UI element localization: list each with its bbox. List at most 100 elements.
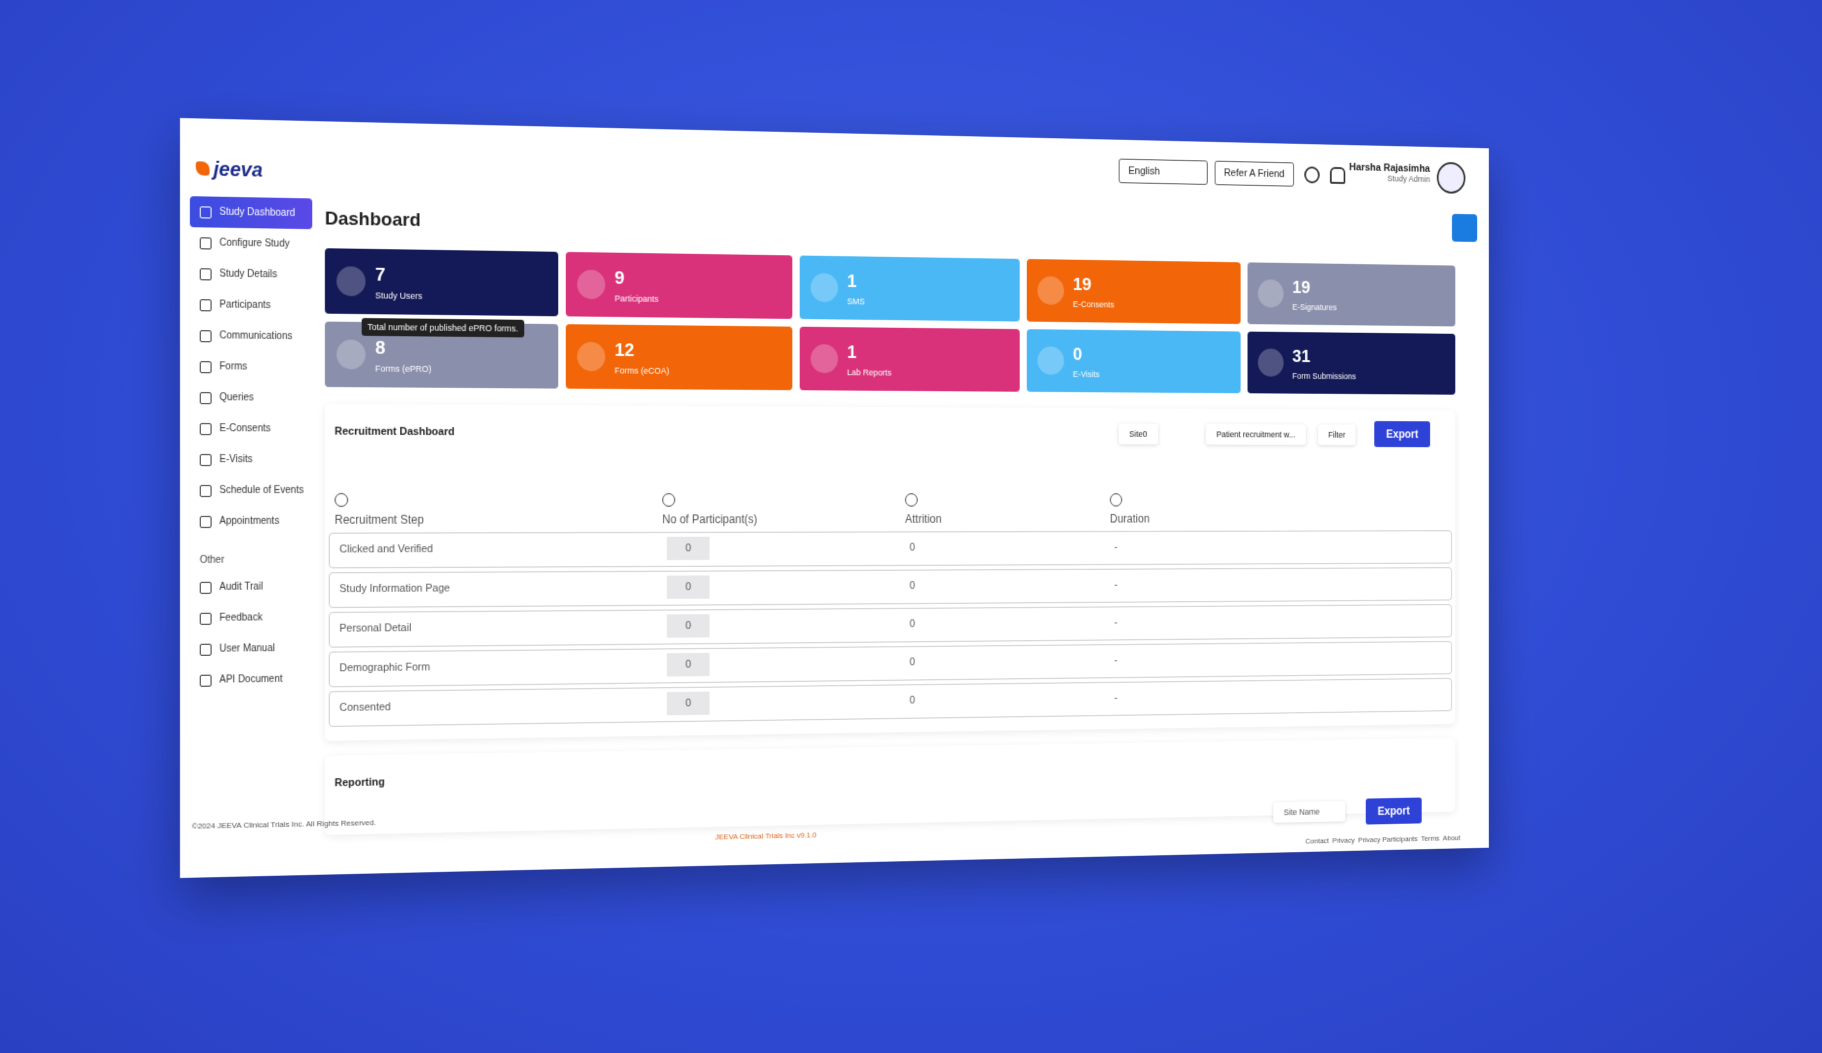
nav-item[interactable]: Appointments	[190, 506, 312, 537]
card-value: 1	[847, 272, 857, 293]
footer-link[interactable]: Privacy	[1332, 836, 1354, 845]
card-value: 19	[1292, 278, 1310, 299]
table-cell: -	[1114, 579, 1117, 590]
footer-link[interactable]: Terms	[1421, 834, 1439, 843]
table-cell: Personal Detail	[339, 622, 411, 634]
column-header: Recruitment Step	[335, 493, 424, 527]
table-row: Clicked and Verified 0 0 -	[329, 530, 1452, 568]
table-cell: 0	[910, 542, 916, 553]
card-label: Forms (eCOA)	[615, 366, 670, 376]
table-cell: -	[1114, 541, 1117, 552]
nav-item[interactable]: Audit Trail	[190, 571, 312, 603]
table-cell: 0	[667, 692, 710, 716]
footer-links: Contact Privacy Privacy Participants Terms A…	[1305, 834, 1463, 846]
nav-item[interactable]: User Manual	[190, 633, 312, 665]
card-icon	[1258, 279, 1284, 307]
nav-item[interactable]: API Document	[190, 664, 312, 696]
card-icon	[811, 273, 838, 302]
user-info[interactable]: Harsha Rajasimha Study Admin	[1349, 162, 1430, 184]
panel-title: Reporting	[335, 776, 385, 789]
stat-card[interactable]: 12 Forms (eCOA)	[566, 324, 793, 390]
nav-item[interactable]: E-Consents	[190, 413, 312, 444]
table-cell: -	[1114, 692, 1117, 703]
version: JEEVA Clinical Trials Inc v9.1.0	[715, 831, 817, 842]
table-cell: 0	[667, 614, 710, 638]
card-icon	[577, 342, 605, 371]
table-cell: 0	[667, 575, 710, 598]
table-cell: Demographic Form	[339, 661, 430, 674]
table-cell: 0	[667, 653, 710, 677]
card-icon	[811, 344, 838, 373]
card-label: SMS	[847, 297, 865, 307]
card-icon	[337, 266, 366, 296]
export-button[interactable]: Export	[1366, 797, 1422, 824]
card-icon	[1037, 346, 1064, 375]
card-icon	[577, 270, 605, 300]
card-value: 1	[847, 343, 857, 364]
nav-item[interactable]: Forms	[190, 351, 312, 383]
filter-select[interactable]: Patient recruitment w...	[1206, 424, 1306, 445]
card-value: 12	[615, 340, 635, 362]
nav-item[interactable]: Study Dashboard	[190, 196, 312, 229]
card-label: Form Submissions	[1292, 371, 1356, 381]
brand-logo: jeeva	[196, 158, 263, 182]
filter-select[interactable]: Site0	[1119, 424, 1158, 445]
card-value: 31	[1292, 347, 1310, 368]
stat-card[interactable]: 0 E-Visits	[1027, 329, 1241, 393]
nav-item[interactable]: E-Visits	[190, 444, 312, 475]
table-row: Personal Detail 0 0-	[329, 604, 1452, 648]
table-cell: Study Information Page	[339, 583, 450, 595]
card-label: Lab Reports	[847, 368, 891, 378]
export-button[interactable]: Export	[1374, 421, 1430, 447]
footer-link[interactable]: Contact	[1305, 837, 1329, 846]
search-button[interactable]	[1452, 214, 1477, 242]
stat-card[interactable]: 19 E-Consents	[1027, 259, 1241, 324]
card-label: Forms (ePRO)	[375, 364, 431, 374]
language-select[interactable]: English	[1119, 159, 1208, 185]
footer-link[interactable]: Privacy Participants	[1358, 835, 1418, 845]
table-cell: 0	[667, 537, 710, 560]
panel-title: Recruitment Dashboard	[335, 426, 455, 438]
nav-item[interactable]: Feedback	[190, 602, 312, 634]
card-value: 9	[615, 268, 625, 290]
card-value: 7	[375, 265, 385, 287]
column-header: Attrition	[905, 493, 942, 525]
footer-link[interactable]: About	[1443, 834, 1461, 843]
page-title: Dashboard	[325, 209, 421, 232]
filter-select[interactable]: Filter	[1318, 424, 1356, 445]
card-label: E-Consents	[1073, 299, 1114, 309]
sidebar: Study Dashboard Configure Study Study Deta…	[190, 196, 312, 696]
table-cell: Clicked and Verified	[339, 543, 433, 555]
nav-item[interactable]: Configure Study	[190, 227, 312, 260]
card-value: 8	[375, 338, 385, 360]
stat-card[interactable]: 9 Participants	[566, 252, 793, 319]
table-cell: 0	[910, 657, 916, 669]
stat-card[interactable]: 1 SMS	[800, 256, 1020, 322]
table-cell: -	[1114, 655, 1117, 666]
nav-item[interactable]: Schedule of Events	[190, 475, 312, 506]
column-header: No of Participant(s)	[662, 493, 757, 526]
bell-icon[interactable]	[1330, 167, 1345, 184]
nav-item[interactable]: Study Details	[190, 258, 312, 291]
card-value: 0	[1073, 345, 1082, 366]
nav-item[interactable]: Communications	[190, 320, 312, 352]
card-label: E-Visits	[1073, 369, 1100, 379]
nav-item[interactable]: Participants	[190, 289, 312, 321]
stat-card[interactable]: 31 Form Submissions	[1248, 332, 1456, 395]
card-label: E-Signatures	[1292, 302, 1337, 312]
nav-item[interactable]: Queries	[190, 382, 312, 414]
card-label: Study Users	[375, 290, 422, 300]
stat-card[interactable]: 1 Lab Reports	[800, 327, 1020, 392]
table-cell: Consented	[339, 701, 390, 714]
content: Dashboard 7 Study Users 9 Participants 1 SMS 1…	[325, 191, 1455, 815]
card-icon	[1258, 349, 1284, 377]
site-select[interactable]: Site Name	[1273, 801, 1345, 823]
card-icon	[337, 340, 366, 370]
stat-card[interactable]: 7 Study Users	[325, 248, 558, 316]
refer-button[interactable]: Refer A Friend	[1214, 161, 1294, 187]
avatar[interactable]	[1437, 162, 1466, 194]
stat-card[interactable]: 19 E-Signatures	[1248, 262, 1456, 326]
history-icon[interactable]	[1304, 166, 1319, 183]
